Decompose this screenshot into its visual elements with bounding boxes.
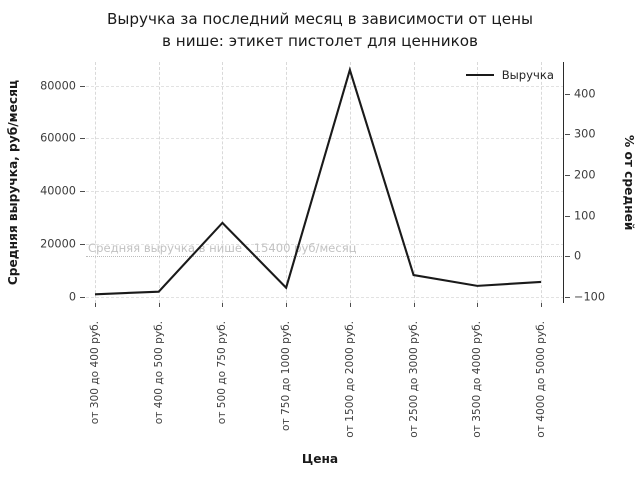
x-tick-label-text: от 500 до 750 руб. — [216, 321, 229, 425]
y-tick-label-left: 80000 — [40, 79, 76, 93]
x-tick-label-text: от 4000 до 5000 руб. — [535, 321, 547, 438]
y-tick-mark-right — [565, 256, 570, 258]
average-reference-line — [86, 256, 564, 258]
y-tick-mark-right — [565, 174, 570, 176]
y-tick-label-right: 300 — [574, 127, 596, 141]
right-axis-spine — [562, 62, 564, 303]
y-tick-label-right: −100 — [574, 290, 606, 304]
gridline-horizontal — [86, 296, 564, 299]
legend-line-marker — [465, 73, 494, 77]
x-tick-mark — [413, 303, 415, 307]
gridline-vertical — [413, 62, 416, 303]
y-tick-label-left: 60000 — [40, 131, 76, 145]
series-revenue — [94, 66, 542, 296]
legend-label-revenue: Выручка — [501, 68, 554, 82]
y-tick-label-right: 100 — [574, 209, 596, 223]
y-tick-label-right: 0 — [574, 249, 582, 263]
gridline-vertical — [158, 62, 161, 303]
y-tick-mark-left — [80, 85, 85, 87]
x-tick-mark — [95, 303, 96, 307]
x-tick-label-text: от 2500 до 3000 руб. — [407, 321, 420, 438]
x-tick-label-text: от 400 до 500 руб. — [152, 321, 165, 425]
title-line-2: в нише: этикет пистолет для ценников — [161, 32, 479, 50]
gridline-horizontal — [86, 138, 564, 140]
x-tick-label-text: от 3500 до 4000 руб. — [471, 321, 484, 438]
y-tick-mark-left — [80, 243, 85, 245]
y-tick-label-right: 400 — [574, 87, 596, 101]
gridline-vertical — [349, 62, 352, 303]
x-tick-label-text: от 1500 до 2000 руб. — [343, 321, 356, 438]
gridline-horizontal — [86, 243, 564, 246]
x-tick-label-text: от 300 до 400 руб. — [89, 321, 101, 425]
y-tick-label-left: 20000 — [40, 237, 76, 251]
gridline-vertical — [286, 62, 288, 303]
y-tick-mark-left — [80, 296, 85, 298]
average-reference-label: Средняя выручка в нише - 15400 руб/месяц — [88, 241, 357, 256]
y-tick-mark-right — [565, 134, 570, 136]
x-tick-mark — [349, 303, 351, 307]
gridline-vertical — [95, 62, 97, 303]
gridline-vertical — [477, 62, 479, 303]
plot-area: 0 20000 40000 60000 80000 −100 0 100 200 300 400 … — [40, 62, 605, 438]
x-tick-mark — [541, 303, 542, 307]
gridline-vertical — [222, 62, 224, 303]
gridline-horizontal — [86, 191, 564, 193]
y-tick-label-left: 40000 — [40, 184, 76, 198]
gridline-vertical — [541, 62, 543, 303]
x-tick-mark — [158, 303, 160, 307]
y-axis-left-title: Средняя выручка, руб/месяц — [6, 80, 20, 286]
y-tick-label-right: 200 — [574, 168, 596, 182]
x-tick-mark — [222, 303, 224, 307]
y-tick-mark-left — [80, 138, 85, 140]
y-tick-mark-right — [565, 93, 570, 95]
y-tick-mark-right — [565, 296, 570, 298]
x-axis-title: Цена — [301, 452, 339, 466]
y-tick-label-left: 0 — [68, 290, 76, 304]
y-tick-mark-right — [565, 215, 570, 217]
x-tick-mark — [477, 303, 479, 307]
y-axis-right-title: % от средней — [622, 135, 636, 231]
gridline-horizontal — [86, 85, 564, 88]
y-tick-mark-left — [80, 191, 85, 193]
x-tick-label-text: от 750 до 1000 руб. — [280, 321, 293, 432]
plot-background — [86, 62, 564, 303]
chart-legend: Выручка — [462, 66, 558, 84]
title-line-1: Выручка за последний месяц в зависимости… — [106, 10, 534, 28]
page-title: Выручка за последний месяц в зависимости… — [0, 8, 640, 52]
x-tick-mark — [286, 303, 288, 307]
